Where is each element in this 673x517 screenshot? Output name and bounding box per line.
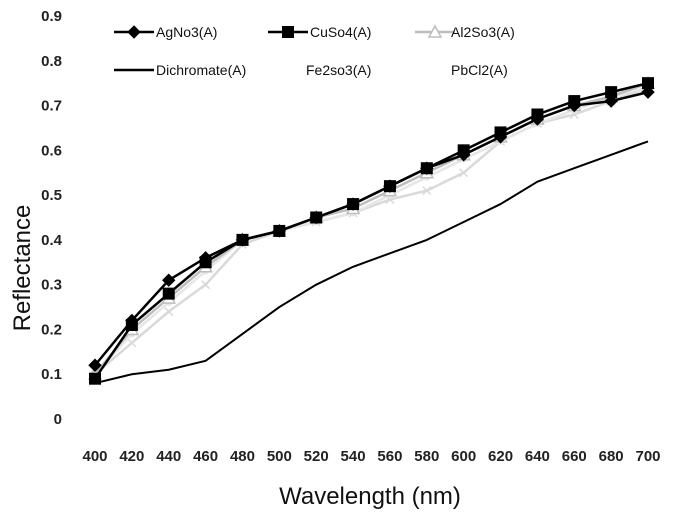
series-line bbox=[93, 81, 649, 380]
series-pbcl2-a bbox=[91, 84, 652, 378]
data-point bbox=[162, 273, 176, 287]
series-cuso4-a bbox=[89, 77, 654, 385]
data-point bbox=[201, 280, 211, 290]
data-point bbox=[531, 108, 544, 121]
data-point bbox=[162, 287, 175, 300]
y-tick-label: 0.4 bbox=[41, 232, 63, 249]
legend-item: AgNo3(A) bbox=[114, 24, 217, 40]
x-tick-label: 680 bbox=[599, 448, 624, 465]
series-layer bbox=[87, 75, 656, 385]
legend-label: Fe2so3(A) bbox=[306, 62, 371, 78]
y-axis-ticks: 0 0.1 0.2 0.3 0.4 0.5 0.6 0.7 0.8 0.9 bbox=[41, 8, 63, 428]
x-tick-label: 440 bbox=[156, 448, 181, 465]
y-tick-label: 0.1 bbox=[41, 366, 62, 383]
data-point bbox=[459, 168, 469, 178]
x-tick-label: 400 bbox=[82, 448, 107, 465]
legend-label: CuSo4(A) bbox=[310, 24, 371, 40]
legend-label: PbCl2(A) bbox=[451, 62, 508, 78]
data-point bbox=[199, 256, 212, 269]
series-al2so3-a bbox=[87, 75, 656, 380]
legend-item: Dichromate(A) bbox=[114, 62, 246, 78]
y-tick-label: 0.8 bbox=[41, 53, 62, 70]
x-tick-label: 700 bbox=[635, 448, 660, 465]
x-tick-label: 540 bbox=[341, 448, 366, 465]
legend-label: Al2So3(A) bbox=[451, 24, 515, 40]
x-tick-label: 420 bbox=[119, 448, 144, 465]
x-tick-label: 640 bbox=[525, 448, 550, 465]
x-tick-label: 520 bbox=[304, 448, 329, 465]
data-point bbox=[642, 77, 654, 90]
x-tick-label: 460 bbox=[193, 448, 218, 465]
x-axis-ticks: 400 420 440 460 480 500 520 540 560 580 600 620 640 6… bbox=[82, 448, 660, 465]
legend-marker bbox=[427, 24, 443, 38]
x-tick-label: 660 bbox=[562, 448, 587, 465]
y-tick-label: 0.6 bbox=[41, 142, 62, 159]
y-axis-title: Reflectance bbox=[9, 205, 36, 332]
data-point bbox=[310, 211, 323, 224]
data-point bbox=[494, 126, 507, 139]
data-point bbox=[125, 318, 138, 331]
legend-item: Fe2so3(A) bbox=[306, 62, 371, 78]
data-point bbox=[420, 162, 433, 175]
y-tick-label: 0.5 bbox=[41, 187, 62, 204]
x-axis-title: Wavelength (nm) bbox=[279, 483, 461, 510]
y-tick-label: 0.2 bbox=[41, 321, 62, 338]
legend-marker bbox=[127, 25, 141, 39]
data-point bbox=[127, 338, 137, 348]
data-point bbox=[236, 233, 249, 246]
data-point bbox=[422, 186, 432, 196]
series-fe2so3-a bbox=[90, 83, 653, 379]
y-tick-label: 0.3 bbox=[41, 277, 62, 294]
data-point bbox=[164, 307, 174, 317]
legend-item: PbCl2(A) bbox=[451, 62, 508, 78]
legend-item: CuSo4(A) bbox=[268, 24, 371, 40]
x-tick-label: 620 bbox=[488, 448, 513, 465]
series-line bbox=[94, 81, 649, 376]
data-point bbox=[605, 86, 618, 99]
x-tick-label: 580 bbox=[414, 448, 439, 465]
x-tick-label: 600 bbox=[451, 448, 476, 465]
series-line bbox=[94, 86, 649, 376]
data-point bbox=[273, 224, 286, 237]
y-tick-label: 0 bbox=[54, 411, 62, 428]
data-point bbox=[457, 144, 470, 157]
legend-label: AgNo3(A) bbox=[156, 24, 217, 40]
y-tick-label: 0.7 bbox=[41, 98, 62, 115]
data-point bbox=[347, 198, 360, 211]
data-point bbox=[88, 358, 102, 372]
data-point bbox=[383, 180, 396, 193]
legend: AgNo3(A) CuSo4(A) Al2So3(A) Dichromate(A) Fe… bbox=[114, 24, 515, 78]
x-tick-label: 560 bbox=[377, 448, 402, 465]
series-line bbox=[94, 90, 649, 367]
legend-item: Al2So3(A) bbox=[415, 24, 515, 40]
series-agno3-a bbox=[88, 85, 655, 372]
series-line bbox=[94, 86, 649, 376]
x-tick-label: 500 bbox=[267, 448, 292, 465]
legend-marker bbox=[282, 26, 294, 38]
legend-label: Dichromate(A) bbox=[156, 62, 246, 78]
data-point bbox=[568, 95, 581, 108]
data-point bbox=[89, 372, 101, 385]
x-tick-label: 480 bbox=[230, 448, 255, 465]
series-line bbox=[94, 140, 649, 385]
series-dichromate-a bbox=[94, 140, 649, 385]
y-tick-label: 0.9 bbox=[41, 8, 62, 25]
